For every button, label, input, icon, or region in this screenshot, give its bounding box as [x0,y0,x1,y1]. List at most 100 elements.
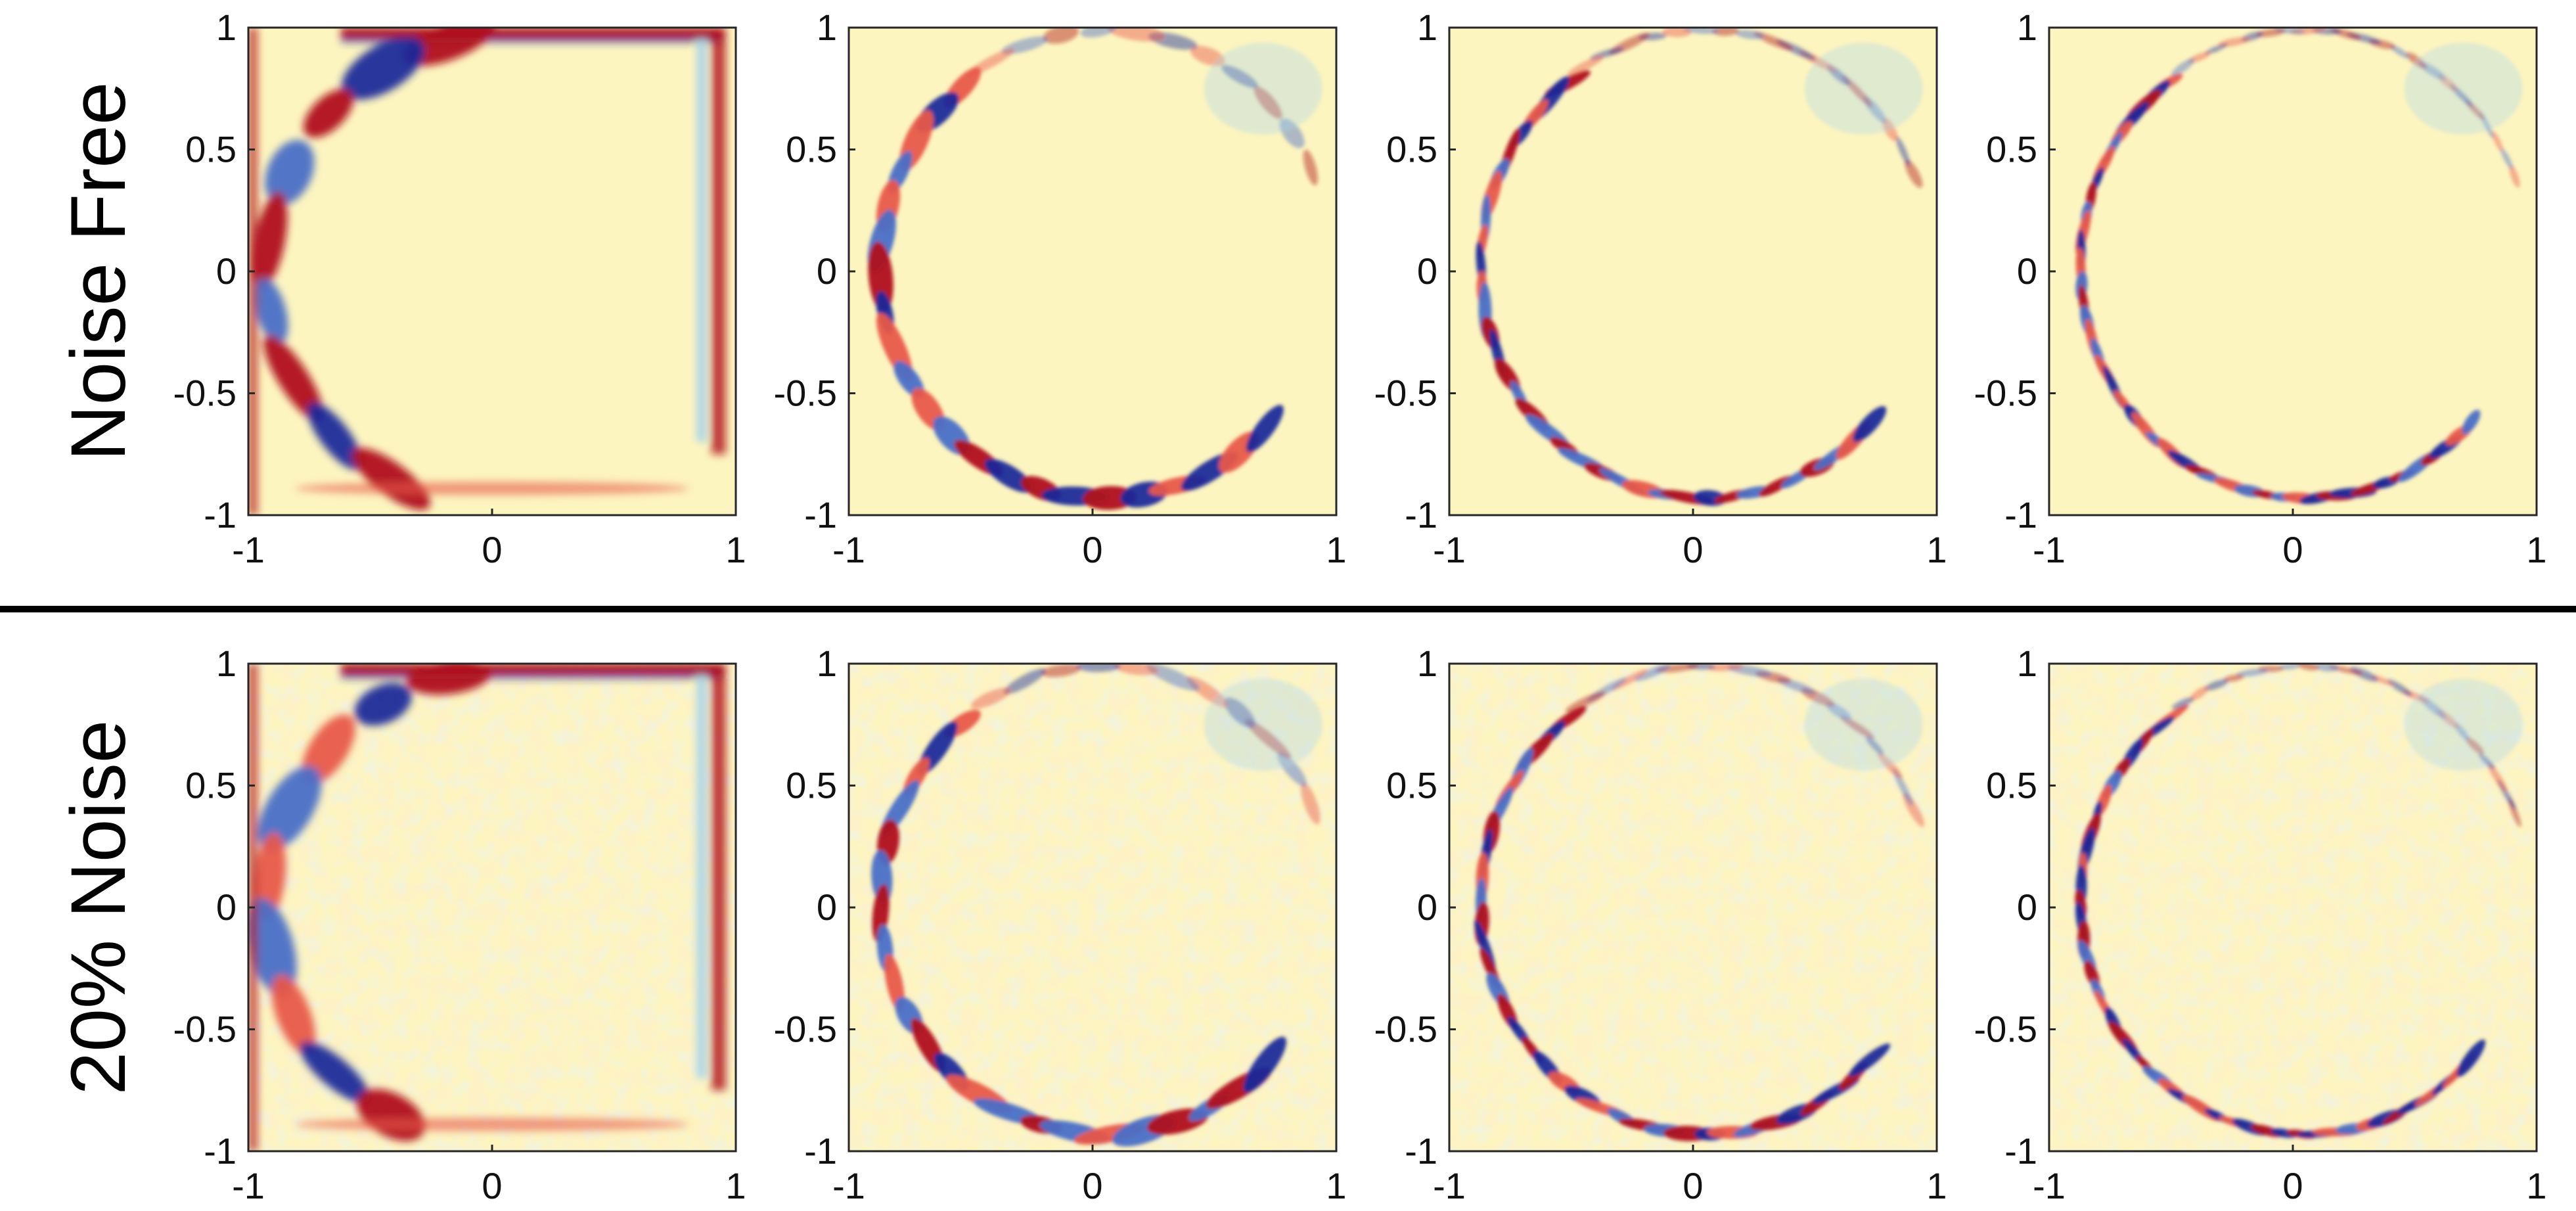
heatmap-stripe [2487,763,2508,792]
heatmap-panel: 1 0.5 0 -0.5 -1-1 0 1 [774,643,1347,1206]
y-tick-label: 0.5 [185,129,237,170]
heatmap-stripe [1246,405,1284,453]
heatmap-stripe [351,447,430,511]
x-tick-label: -1 [1433,529,1466,570]
heatmap-stripe [2171,697,2194,710]
y-tick-label: -1 [804,494,837,536]
heatmap-stripe [2462,409,2481,435]
y-tick-label: 0 [216,886,237,928]
heatmap-stripe [2387,679,2412,697]
heatmap-stripe [341,37,425,100]
heatmap-band [340,673,724,679]
y-tick-label: 1 [2017,7,2037,48]
heatmap-panel: 1 0.5 0 -0.5 -1-1 0 1 [1374,643,1947,1206]
heatmap-stripe [1905,160,1923,188]
heatmap-stripe [2491,131,2503,152]
y-tick-label: -0.5 [774,1009,838,1050]
heatmap-stripe [402,28,495,66]
heatmap-stripe [2278,664,2301,670]
heatmap-band [711,664,726,1091]
heatmap-stripe [984,459,1033,493]
heatmap-panel: 1 0.5 0 -0.5 -1-1 0 1 [173,7,746,570]
heatmap-stripe [2509,165,2520,188]
heatmap-stripe [2204,679,2228,691]
heatmap-panel: 1 0.5 0 -0.5 -1-1 0 1 [173,643,746,1206]
x-tick-label: 0 [2282,1165,2303,1206]
y-tick-label: -0.5 [1374,1009,1438,1050]
x-tick-label: 0 [2282,529,2303,570]
x-tick-label: 0 [1683,1165,1703,1206]
heatmap-band [711,28,726,455]
heatmap-band [340,664,724,674]
heatmap-stripe [1849,1043,1891,1077]
heatmap-stripe [1707,664,1744,672]
heatmap-stripe [1303,149,1318,186]
heatmap-stripe [300,1041,370,1103]
heatmap-stripe [265,139,315,206]
y-tick-label: 1 [1417,643,1437,684]
heatmap-stripe [354,683,412,726]
heatmap-panel: 1 0.5 0 -0.5 -1-1 0 1 [774,7,1347,570]
y-tick-label: 0.5 [786,129,837,170]
x-tick-label: -1 [232,529,265,570]
y-tick-label: 0 [817,886,837,928]
x-tick-label: -1 [2033,529,2066,570]
x-tick-label: 1 [1326,529,1346,570]
y-tick-label: 0 [817,250,837,292]
y-tick-label: 0 [1417,886,1437,928]
heatmap-halo [1804,42,1923,135]
y-tick-label: 0 [216,250,237,292]
heatmap-stripe [1003,668,1046,695]
x-tick-label: 1 [1926,1165,1947,1206]
y-tick-label: 1 [216,7,237,48]
y-tick-label: -0.5 [173,1009,237,1050]
heatmap-stripe [2390,45,2409,58]
x-tick-label: 1 [725,529,746,570]
heatmap-stripe [254,278,288,345]
heatmap-stripe [302,714,355,785]
y-tick-label: -1 [804,1130,837,1172]
heatmap-stripe [1895,135,1910,166]
y-tick-label: -0.5 [173,373,237,414]
heatmap-stripe [2223,674,2244,682]
heatmap-stripe [252,191,288,290]
x-tick-label: -1 [1433,1165,1466,1206]
heatmap-stripe [2456,1039,2486,1077]
y-tick-label: 1 [817,7,837,48]
x-tick-label: 1 [2526,529,2546,570]
x-tick-label: 0 [482,529,502,570]
heatmap-band [295,482,689,495]
heatmap-halo [2404,678,2523,771]
y-tick-label: -1 [2004,1130,2037,1172]
heatmap-stripe [1080,28,1117,38]
heatmap-stripe [303,89,353,138]
x-tick-label: -1 [832,529,865,570]
y-tick-label: -1 [204,494,237,536]
heatmap-band [340,28,724,38]
heatmap-stripe [2204,43,2228,55]
heatmap-halo [2404,42,2523,135]
heatmap-stripe [2190,686,2209,700]
y-tick-label: -1 [204,1130,237,1172]
y-tick-label: 0.5 [1986,129,2037,170]
y-tick-label: 0.5 [1386,765,1437,806]
heatmap-halo [1804,678,1923,771]
y-tick-label: -1 [1405,1130,1437,1172]
y-tick-label: -1 [2004,494,2037,536]
row-label: 20% Noise [55,720,142,1095]
heatmap-halo [1204,678,1322,771]
heatmap-stripe [258,765,322,852]
y-tick-label: 0.5 [1986,765,2037,806]
x-tick-label: 1 [725,1165,746,1206]
y-tick-label: 0.5 [786,765,837,806]
heatmap-panel: 1 0.5 0 -0.5 -1-1 0 1 [1374,7,1947,570]
heatmap-stripe [1853,406,1887,442]
x-tick-label: 0 [1082,529,1102,570]
heatmap-stripe [2255,28,2286,37]
heatmap-band [696,39,706,442]
heatmap-panel: 1 0.5 0 -0.5 -1-1 0 1 [1974,7,2547,570]
y-tick-label: -0.5 [1974,373,2038,414]
heatmap-panel: 1 0.5 0 -0.5 -1-1 0 1 [1974,643,2547,1206]
y-tick-label: -0.5 [774,373,838,414]
